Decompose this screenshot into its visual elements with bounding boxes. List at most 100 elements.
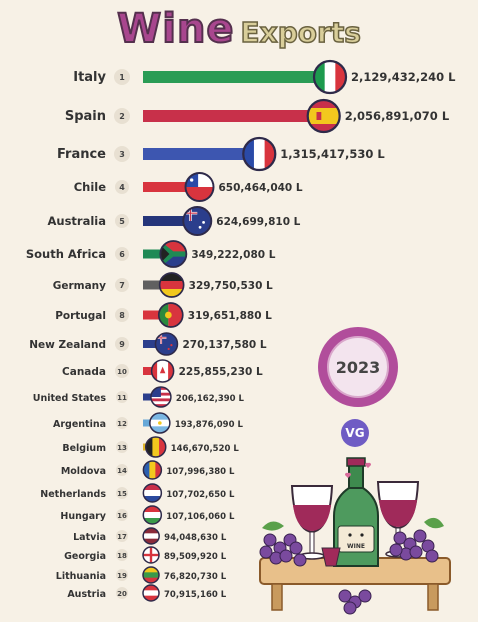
united-states-flag-icon: [150, 386, 172, 408]
category-label: Austria: [67, 589, 106, 600]
rank-badge: [116, 587, 128, 599]
bar: [143, 216, 198, 226]
rank-badge: [116, 569, 128, 581]
wine-illustration: WINE: [259, 457, 451, 615]
chart-title: Wine Exports: [0, 5, 478, 54]
bar: [143, 249, 174, 259]
lithuania-flag-icon: [142, 566, 160, 584]
rank-label: 7: [119, 281, 125, 290]
value-label: 193,876,090 L: [175, 420, 244, 430]
bottle-label: WINE: [347, 543, 365, 550]
value-label: 76,820,730 L: [164, 572, 227, 582]
category-label: South Africa: [26, 247, 106, 261]
value-label: 107,996,380 L: [166, 467, 235, 477]
rank-label: 16: [117, 512, 127, 520]
value-label: 107,106,060 L: [166, 512, 235, 522]
bar: [143, 148, 258, 160]
value-label: 94,048,630 L: [164, 533, 227, 543]
category-label: Germany: [53, 280, 106, 292]
rank-label: 18: [117, 552, 127, 560]
category-label: Georgia: [64, 551, 106, 562]
rank-badge: [114, 69, 130, 85]
bar: [143, 110, 322, 122]
category-label: Chile: [74, 180, 107, 194]
rank-label: 12: [117, 420, 127, 428]
value-label: 650,464,040 L: [219, 182, 303, 194]
category-label: Argentina: [53, 419, 106, 430]
value-label: 2,129,432,240 L: [351, 70, 456, 84]
value-label: 349,222,080 L: [191, 249, 275, 261]
year-label: 2023: [327, 336, 389, 398]
georgia-flag-icon: [142, 546, 160, 564]
spain-flag-icon: [306, 98, 341, 134]
moldova-flag-icon: [142, 460, 163, 480]
rank-badge: [115, 214, 129, 228]
category-label: Australia: [47, 214, 106, 228]
south-africa-flag-icon: [159, 240, 188, 268]
rank-badge: [115, 278, 129, 292]
value-label: 1,315,417,530 L: [280, 147, 385, 161]
category-label: Spain: [65, 109, 106, 124]
category-label: Latvia: [73, 532, 106, 543]
new-zealand-flag-icon: [154, 332, 179, 356]
rank-label: 15: [117, 490, 127, 498]
title-main: Wine: [116, 5, 235, 53]
value-label: 70,915,160 L: [164, 590, 227, 600]
category-label: Moldova: [61, 466, 106, 477]
category-label: Lithuania: [56, 571, 106, 582]
rank-badge: [116, 464, 128, 476]
value-label: 146,670,520 L: [171, 444, 240, 454]
bar: [143, 280, 172, 290]
latvia-flag-icon: [142, 527, 160, 545]
rank-badge: [116, 549, 128, 561]
rank-label: 19: [117, 572, 127, 580]
rank-badge: [116, 509, 128, 521]
rank-badge: [116, 487, 128, 499]
value-label: 319,651,880 L: [188, 310, 272, 322]
value-label: 270,137,580 L: [182, 339, 266, 351]
bar: [143, 71, 328, 83]
rank-label: 8: [119, 311, 125, 320]
rank-badge: [114, 146, 130, 162]
category-label: France: [57, 147, 106, 162]
category-label: Netherlands: [40, 489, 106, 500]
category-label: New Zealand: [29, 339, 106, 351]
rank-label: 14: [117, 467, 127, 475]
rank-label: 2: [119, 112, 125, 121]
rank-badge: [115, 247, 129, 261]
rank-label: 1: [119, 73, 125, 82]
value-label: 624,699,810 L: [216, 216, 300, 228]
value-label: 89,509,920 L: [164, 552, 227, 562]
rank-label: 4: [119, 183, 125, 192]
rank-label: 13: [117, 444, 127, 452]
netherlands-flag-icon: [142, 483, 163, 503]
vg-logo: VG: [341, 419, 369, 447]
rank-badge: [116, 530, 128, 542]
rank-label: 20: [117, 590, 127, 598]
germany-flag-icon: [158, 272, 185, 298]
value-label: 206,162,390 L: [176, 394, 245, 404]
bar: [143, 310, 171, 320]
australia-flag-icon: [182, 206, 213, 236]
value-label: 225,855,230 L: [179, 366, 263, 378]
hungary-flag-icon: [142, 505, 163, 525]
rank-label: 9: [119, 340, 125, 349]
bar: [143, 182, 200, 192]
austria-flag-icon: [142, 584, 160, 602]
france-flag-icon: [242, 136, 277, 172]
rank-label: 17: [117, 533, 127, 541]
rank-label: 5: [119, 217, 125, 226]
value-label: 2,056,891,070 L: [345, 109, 450, 123]
category-label: Belgium: [62, 443, 106, 454]
chile-flag-icon: [184, 172, 215, 202]
category-label: Portugal: [55, 310, 106, 322]
canada-flag-icon: [150, 359, 175, 383]
belgium-flag-icon: [144, 436, 167, 458]
rank-label: 6: [119, 250, 125, 259]
rank-badge: [114, 108, 130, 124]
rank-label: 3: [119, 150, 125, 159]
rank-badge: [116, 417, 128, 429]
argentina-flag-icon: [149, 412, 171, 434]
rank-badge: [115, 180, 129, 194]
rank-badge: [115, 337, 129, 351]
